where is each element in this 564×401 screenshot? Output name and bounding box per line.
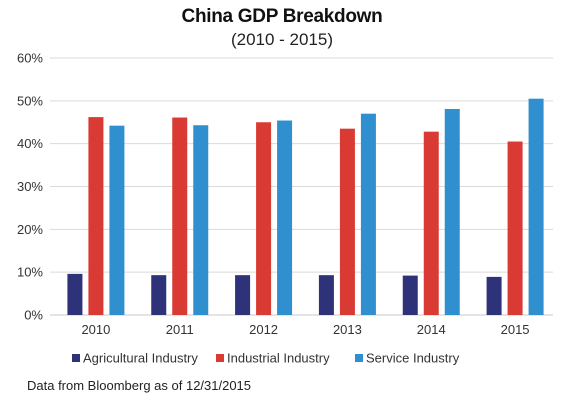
- bar-agricultural-industry-2012: [235, 275, 251, 315]
- y-tick-label: 60%: [17, 51, 43, 66]
- x-tick-label: 2012: [249, 322, 278, 337]
- source-note: Data from Bloomberg as of 12/31/2015: [27, 378, 252, 393]
- x-tick-label: 2013: [333, 322, 362, 337]
- bar-industrial-industry-2013: [339, 128, 355, 315]
- bar-agricultural-industry-2014: [402, 275, 418, 315]
- bar-industrial-industry-2014: [423, 131, 439, 315]
- bar-service-industry-2010: [109, 125, 125, 315]
- legend-label: Service Industry: [366, 351, 460, 366]
- x-tick-label: 2011: [166, 322, 194, 337]
- chart-title: China GDP Breakdown: [181, 6, 383, 27]
- bar-agricultural-industry-2010: [67, 273, 83, 315]
- x-tick-label: 2014: [417, 322, 446, 337]
- legend-label: Industrial Industry: [227, 351, 330, 366]
- bar-industrial-industry-2012: [256, 122, 272, 315]
- bar-service-industry-2012: [277, 120, 293, 315]
- bar-agricultural-industry-2015: [486, 276, 502, 315]
- y-tick-label: 40%: [17, 136, 43, 151]
- y-tick-label: 20%: [17, 222, 43, 237]
- bar-service-industry-2013: [360, 113, 376, 315]
- legend-swatch: [72, 354, 80, 362]
- bar-service-industry-2014: [444, 108, 460, 315]
- x-tick-label: 2010: [81, 322, 110, 337]
- bar-agricultural-industry-2011: [151, 275, 167, 315]
- bar-service-industry-2015: [528, 98, 544, 315]
- y-tick-label: 10%: [17, 265, 43, 280]
- chart-subtitle: (2010 - 2015): [230, 30, 334, 49]
- bar-industrial-industry-2015: [507, 141, 523, 315]
- y-tick-label: 50%: [17, 93, 43, 108]
- y-tick-label: 0%: [24, 308, 43, 323]
- legend-swatch: [355, 354, 363, 362]
- x-tick-label: 2015: [501, 322, 530, 337]
- y-tick-label: 30%: [17, 179, 43, 194]
- bar-industrial-industry-2010: [88, 117, 104, 315]
- bar-agricultural-industry-2013: [318, 275, 334, 315]
- bar-industrial-industry-2011: [172, 117, 188, 315]
- legend-swatch: [216, 354, 224, 362]
- bar-service-industry-2011: [193, 125, 209, 315]
- legend-label: Agricultural Industry: [83, 351, 198, 366]
